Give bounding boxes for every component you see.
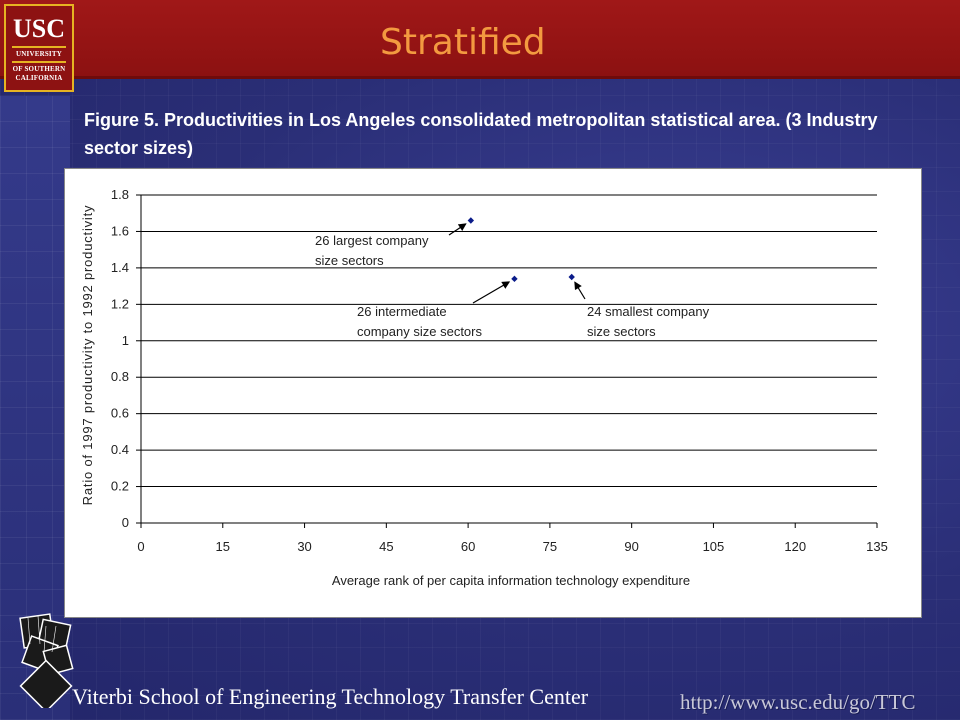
x-tick-label: 15 [216, 539, 230, 554]
y-tick-label: 0.8 [111, 369, 129, 384]
x-axis-label: Average rank of per capita information t… [332, 573, 690, 588]
annotation-arrow [574, 281, 586, 300]
y-tick-label: 0 [122, 515, 129, 530]
logo-rule [12, 61, 66, 63]
data-point [568, 273, 575, 281]
logo-line2: OF SOUTHERN [12, 65, 66, 73]
annotation-arrow [472, 281, 511, 304]
y-tick-label: 1.8 [111, 187, 129, 202]
annotations: 26 largest company size sectors 26 interme… [315, 223, 710, 339]
annotation-label: size sectors [315, 253, 384, 268]
slide-title: Stratified [380, 22, 546, 63]
y-tick-label: 1.2 [111, 296, 129, 311]
y-tick-label: 0.2 [111, 479, 129, 494]
usc-logo: USC UNIVERSITY OF SOUTHERN CALIFORNIA [4, 4, 74, 92]
y-tick-label: 0.6 [111, 406, 129, 421]
x-tick-label: 135 [866, 539, 888, 554]
grid-lines [141, 194, 877, 488]
annotation-label: 26 intermediate [357, 304, 447, 319]
scatter-chart: 0 0.2 0.4 0.6 0.8 1 1.2 1.4 1.6 1.8 0 15 30 45 60 75 90 1… [80, 187, 888, 588]
annotation-label: 26 largest company [315, 233, 429, 248]
annotation-label: size sectors [587, 324, 656, 339]
tick-labels: 0 0.2 0.4 0.6 0.8 1 1.2 1.4 1.6 1.8 0 15 30 45 60 75 90 1… [111, 187, 888, 554]
annotation-label: company size sectors [357, 324, 482, 339]
y-tick-label: 1 [122, 333, 129, 348]
viterbi-logo-icon [19, 613, 74, 708]
x-tick-label: 60 [461, 539, 475, 554]
logo-rule [12, 46, 66, 48]
y-axis-label: Ratio of 1997 productivity to 1992 produ… [80, 205, 95, 506]
annotation-label: 24 smallest company [587, 304, 710, 319]
footer-url-link[interactable]: http://www.usc.edu/go/TTC [680, 690, 916, 714]
slide-header [0, 0, 960, 79]
annotation-arrow [448, 223, 467, 236]
y-tick-label: 1.4 [111, 260, 129, 275]
chart-panel: 0 0.2 0.4 0.6 0.8 1 1.2 1.4 1.6 1.8 0 15 30 45 60 75 90 1… [64, 168, 922, 618]
logo-line1: UNIVERSITY [16, 50, 62, 58]
x-tick-label: 30 [297, 539, 311, 554]
x-tick-label: 105 [703, 539, 725, 554]
data-point [467, 217, 475, 224]
x-tick-label: 45 [379, 539, 393, 554]
x-tick-label: 0 [137, 539, 144, 554]
y-tick-label: 0.4 [111, 442, 129, 457]
logo-line3: CALIFORNIA [15, 74, 63, 82]
x-tick-label: 90 [624, 539, 638, 554]
x-tick-label: 120 [784, 539, 806, 554]
logo-usc-text: USC [12, 14, 65, 43]
footer-organization: Viterbi School of Engineering Technology… [72, 684, 589, 709]
data-points [467, 217, 575, 283]
y-tick-label: 1.6 [111, 223, 129, 238]
x-tick-label: 75 [543, 539, 557, 554]
figure-caption: Figure 5. Productivities in Los Angeles … [84, 110, 878, 158]
axes [136, 194, 878, 528]
data-point [511, 275, 518, 283]
